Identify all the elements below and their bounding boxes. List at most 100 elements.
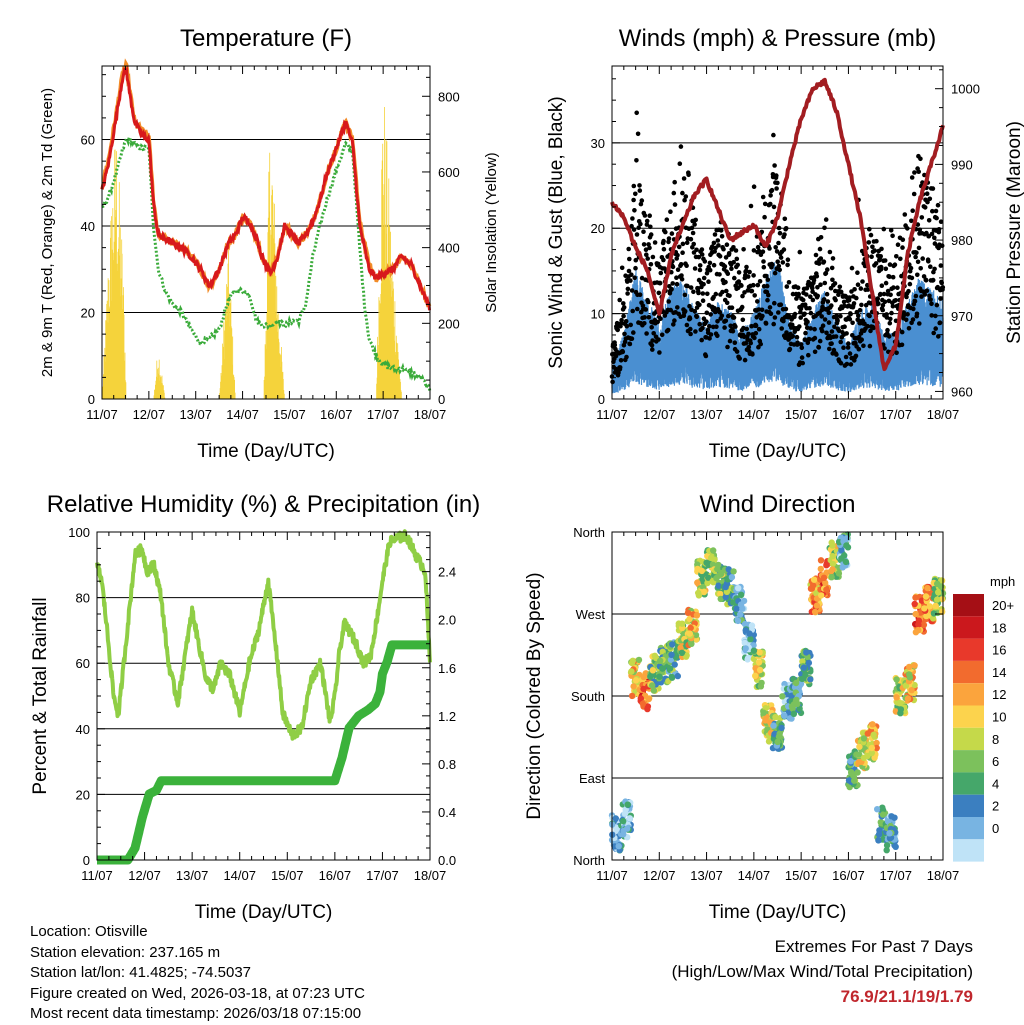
gust-point bbox=[665, 327, 671, 333]
gust-point bbox=[850, 320, 855, 326]
direction-point bbox=[725, 566, 732, 573]
gust-point bbox=[934, 215, 939, 221]
gust-point bbox=[743, 341, 749, 346]
gust-point bbox=[910, 208, 915, 213]
direction-point bbox=[778, 724, 785, 732]
gust-point bbox=[938, 296, 943, 301]
gust-point bbox=[878, 253, 883, 259]
direction-point bbox=[920, 621, 928, 629]
humidity-ytick-label: 80 bbox=[76, 591, 90, 606]
gust-point bbox=[883, 266, 889, 272]
direction-point bbox=[835, 570, 843, 577]
gust-point bbox=[751, 248, 757, 253]
gust-point bbox=[927, 196, 933, 202]
gust-point bbox=[812, 335, 818, 341]
gust-point bbox=[867, 313, 872, 319]
gust-point bbox=[744, 264, 749, 270]
gust-point bbox=[704, 310, 710, 316]
direction-point bbox=[939, 608, 946, 615]
gust-point bbox=[895, 285, 900, 291]
gust-point bbox=[756, 307, 761, 312]
gust-point bbox=[903, 317, 909, 323]
gust-point bbox=[832, 281, 838, 286]
direction-point bbox=[855, 751, 863, 758]
gust-point bbox=[661, 246, 667, 252]
gust-point bbox=[752, 335, 757, 341]
gust-point bbox=[681, 176, 687, 181]
colorbar-label: 16 bbox=[992, 643, 1006, 658]
gust-point bbox=[798, 306, 804, 312]
gust-point bbox=[633, 257, 639, 263]
direction-point bbox=[829, 560, 837, 568]
direction-point bbox=[932, 602, 939, 609]
gust-point bbox=[746, 331, 751, 337]
gust-point bbox=[629, 288, 635, 293]
direction-point bbox=[883, 847, 890, 854]
gust-point bbox=[932, 266, 937, 272]
temperature-title: Temperature (F) bbox=[180, 25, 352, 52]
gust-point bbox=[807, 306, 812, 311]
gust-point bbox=[887, 320, 893, 326]
gust-point bbox=[694, 247, 699, 253]
colorbar-swatch bbox=[953, 638, 984, 661]
gust-point bbox=[684, 322, 690, 328]
gust-point bbox=[920, 256, 925, 261]
gust-point bbox=[629, 336, 635, 342]
gust-point bbox=[701, 275, 707, 281]
direction-point bbox=[765, 738, 773, 745]
gust-point bbox=[765, 277, 771, 283]
direction-point bbox=[758, 679, 765, 687]
direction-point bbox=[779, 693, 786, 700]
gust-point bbox=[838, 339, 843, 345]
gust-point bbox=[734, 349, 740, 354]
direction-point bbox=[842, 558, 850, 566]
gust-point bbox=[707, 267, 713, 273]
gust-point bbox=[693, 217, 698, 223]
gust-point bbox=[769, 187, 775, 193]
gust-point bbox=[774, 186, 779, 191]
direction-point bbox=[722, 583, 729, 591]
direction-point bbox=[829, 553, 836, 560]
figure-created: Figure created on Wed, 2026-03-18, at 07… bbox=[30, 984, 365, 1002]
gust-point bbox=[849, 265, 855, 271]
gust-point bbox=[715, 319, 720, 324]
direction-point bbox=[893, 676, 900, 683]
gust-point bbox=[833, 297, 838, 303]
gust-point bbox=[792, 311, 798, 317]
gust-point bbox=[894, 253, 899, 259]
direction-point bbox=[740, 597, 748, 605]
temperature-ytick-label: 20 bbox=[81, 306, 95, 321]
winds-ylabel: Sonic Wind & Gust (Blue, Black) bbox=[546, 96, 567, 368]
gust-point bbox=[697, 263, 703, 268]
gust-point bbox=[783, 306, 789, 312]
gust-point bbox=[724, 242, 730, 247]
gust-point bbox=[767, 305, 773, 310]
humidity-ytick-label: 20 bbox=[76, 787, 90, 802]
direction-point bbox=[693, 611, 701, 619]
humidity-ylabel: Percent & Total Rainfall bbox=[30, 597, 51, 794]
gust-point bbox=[759, 307, 765, 313]
gust-point bbox=[753, 330, 759, 336]
direction-point bbox=[829, 542, 836, 549]
gust-point bbox=[882, 346, 887, 351]
gust-point bbox=[748, 340, 753, 346]
winds-xtick-label: 18/07 bbox=[927, 407, 960, 422]
gust-point bbox=[691, 289, 696, 295]
gust-point bbox=[772, 315, 778, 320]
colorbar-swatch bbox=[953, 705, 984, 728]
gust-point bbox=[713, 291, 719, 297]
gust-point bbox=[648, 232, 654, 237]
gust-point bbox=[888, 316, 893, 322]
gust-point bbox=[821, 297, 827, 302]
gust-point bbox=[676, 244, 682, 250]
colorbar-swatch bbox=[953, 750, 984, 773]
winds-xtick-label: 14/07 bbox=[738, 407, 771, 422]
colorbar-swatch bbox=[953, 683, 984, 706]
gust-point bbox=[816, 261, 822, 266]
gust-point bbox=[656, 337, 661, 342]
gust-point bbox=[642, 213, 648, 218]
gust-point bbox=[825, 299, 831, 304]
colorbar-swatch bbox=[953, 660, 984, 684]
gust-point bbox=[806, 352, 811, 358]
direction-point bbox=[710, 547, 717, 554]
